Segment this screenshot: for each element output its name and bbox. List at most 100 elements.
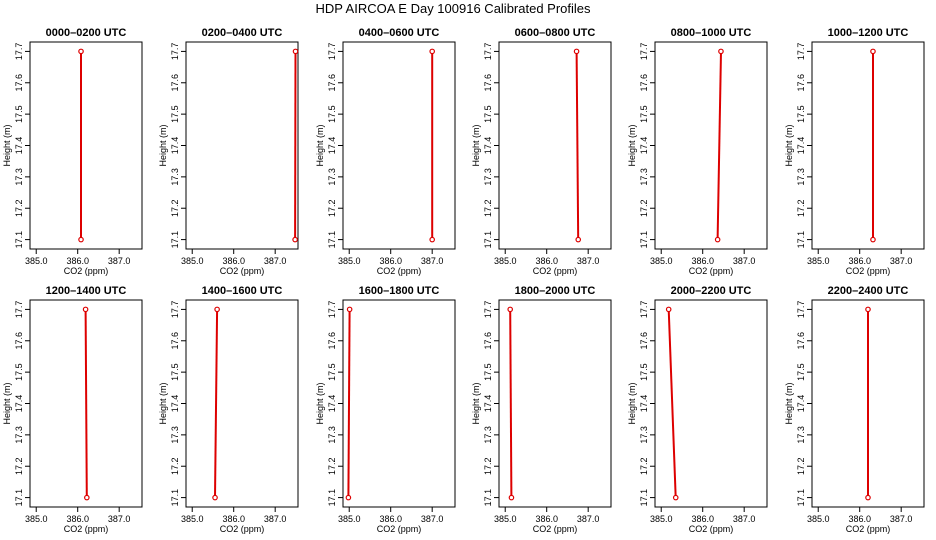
- y-tick-label: 17.3: [14, 168, 24, 186]
- y-tick-label: 17.1: [483, 231, 493, 249]
- x-tick-label: 387.0: [577, 256, 600, 266]
- y-tick-label: 17.2: [483, 457, 493, 475]
- y-tick-label: 17.7: [796, 43, 806, 61]
- profile-panel-12: 2200–2400 UTC 385.0 386.0 387.0 17.1 17.2 17.3…: [784, 285, 925, 534]
- y-tick-label: 17.6: [796, 332, 806, 350]
- profile-panel-6: 1000–1200 UTC 385.0 386.0 387.0 17.1 17.2 17.3…: [784, 27, 925, 276]
- y-tick-label: 17.1: [483, 489, 493, 507]
- profile-point: [429, 48, 435, 55]
- y-tick-label: 17.3: [796, 168, 806, 186]
- panel-title: 1000–1200 UTC: [828, 27, 909, 39]
- profile-point: [78, 48, 84, 55]
- y-tick-label: 17.4: [639, 395, 649, 413]
- x-axis-label: CO2 (ppm): [220, 266, 265, 276]
- profile-point: [82, 306, 89, 313]
- y-tick-label: 17.4: [14, 137, 24, 155]
- profile-panel-3: 0400–0600 UTC 385.0 386.0 387.0 17.1 17.2 17.3…: [315, 27, 456, 276]
- y-tick-label: 17.5: [796, 363, 806, 381]
- profile-panel-2: 0200–0400 UTC 385.0 386.0 387.0 17.1 17.2 17.3…: [158, 27, 299, 276]
- y-tick-label: 17.6: [170, 332, 180, 350]
- y-tick-label: 17.7: [639, 301, 649, 319]
- x-tick-label: 386.0: [66, 514, 89, 524]
- x-tick-label: 387.0: [421, 514, 444, 524]
- profile-point: [78, 236, 84, 243]
- x-tick-label: 385.0: [338, 256, 361, 266]
- x-tick-label: 385.0: [494, 514, 517, 524]
- y-axis-label: Height (m): [627, 124, 637, 166]
- y-tick-label: 17.2: [14, 199, 24, 217]
- x-tick-label: 386.0: [379, 514, 402, 524]
- y-tick-label: 17.1: [639, 231, 649, 249]
- profile-point: [865, 306, 871, 313]
- y-tick-label: 17.3: [170, 426, 180, 444]
- panel-title: 1400–1600 UTC: [202, 285, 283, 297]
- x-tick-label: 386.0: [535, 514, 558, 524]
- x-tick-label: 385.0: [25, 514, 48, 524]
- profile-point: [575, 236, 582, 243]
- x-axis-label: CO2 (ppm): [64, 266, 109, 276]
- y-tick-label: 17.7: [170, 301, 180, 319]
- plot-frame: [29, 41, 143, 250]
- x-tick-label: 385.0: [807, 256, 830, 266]
- y-axis-label: Height (m): [158, 382, 168, 424]
- y-axis-label: Height (m): [471, 124, 481, 166]
- plot-frame: [654, 41, 768, 250]
- profile-point: [429, 236, 435, 243]
- x-tick-label: 385.0: [494, 256, 517, 266]
- panel-title: 0600–0800 UTC: [515, 27, 596, 39]
- y-tick-label: 17.6: [327, 332, 337, 350]
- profile-point: [84, 494, 90, 501]
- profile-line: [509, 309, 513, 498]
- y-tick-label: 17.5: [170, 363, 180, 381]
- y-axis-label: Height (m): [315, 124, 325, 166]
- y-tick-label: 17.3: [639, 426, 649, 444]
- x-tick-label: 386.0: [848, 256, 871, 266]
- profile-line: [347, 309, 351, 498]
- y-tick-label: 17.6: [170, 74, 180, 92]
- x-tick-label: 387.0: [733, 514, 756, 524]
- y-tick-label: 17.6: [639, 74, 649, 92]
- y-tick-label: 17.1: [796, 231, 806, 249]
- profile-panel-9: 1600–1800 UTC 385.0 386.0 387.0 17.1 17.2 17.3…: [315, 285, 456, 534]
- x-tick-label: 386.0: [222, 256, 245, 266]
- profile-line: [84, 309, 88, 498]
- y-tick-label: 17.6: [483, 332, 493, 350]
- y-tick-label: 17.7: [639, 43, 649, 61]
- y-tick-label: 17.2: [483, 199, 493, 217]
- plot-frame: [185, 41, 299, 250]
- y-tick-label: 17.5: [14, 363, 24, 381]
- profile-panel-10: 1800–2000 UTC 385.0 386.0 387.0 17.1 17.2 17.3…: [471, 285, 612, 534]
- y-axis-label: Height (m): [158, 124, 168, 166]
- y-tick-label: 17.2: [327, 457, 337, 475]
- profile-panel-4: 0600–0800 UTC 385.0 386.0 387.0 17.1 17.2 17.3…: [471, 27, 612, 276]
- y-tick-label: 17.1: [639, 489, 649, 507]
- y-tick-label: 17.1: [796, 489, 806, 507]
- figure-title: HDP AIRCOA E Day 100916 Calibrated Profi…: [315, 1, 591, 16]
- profile-point: [292, 236, 298, 243]
- profile-line: [667, 309, 677, 498]
- profile-point: [507, 306, 514, 313]
- x-axis-label: CO2 (ppm): [377, 524, 422, 534]
- profile-point: [870, 236, 876, 243]
- x-tick-label: 385.0: [25, 256, 48, 266]
- y-tick-label: 17.7: [170, 43, 180, 61]
- y-tick-label: 17.2: [639, 457, 649, 475]
- x-tick-label: 387.0: [264, 514, 287, 524]
- y-tick-label: 17.5: [483, 105, 493, 123]
- y-tick-label: 17.4: [483, 395, 493, 413]
- y-tick-label: 17.7: [14, 43, 24, 61]
- plot-frame: [342, 299, 456, 508]
- profile-point: [714, 236, 721, 243]
- x-tick-label: 387.0: [108, 514, 131, 524]
- x-tick-label: 386.0: [535, 256, 558, 266]
- y-tick-label: 17.4: [14, 395, 24, 413]
- x-axis-label: CO2 (ppm): [220, 524, 265, 534]
- y-tick-label: 17.7: [483, 43, 493, 61]
- y-tick-label: 17.4: [327, 395, 337, 413]
- y-tick-label: 17.5: [796, 105, 806, 123]
- y-tick-label: 17.4: [796, 395, 806, 413]
- profile-point: [212, 494, 218, 501]
- x-axis-label: CO2 (ppm): [846, 524, 891, 534]
- x-tick-label: 385.0: [181, 256, 204, 266]
